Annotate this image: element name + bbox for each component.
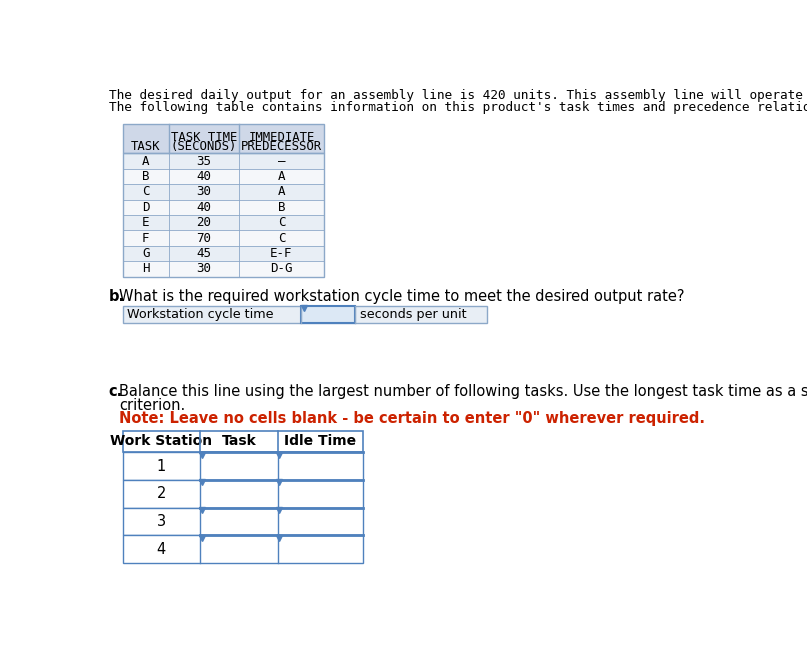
Text: D: D [142,201,149,214]
Text: D-G: D-G [270,263,293,276]
Text: The following table contains information on this product's task times and preced: The following table contains information… [109,101,807,114]
Bar [301,306,355,323]
Text: Workstation cycle time: Workstation cycle time [128,308,274,321]
Text: A: A [142,154,149,168]
Text: TASK: TASK [131,141,161,153]
Text: c.: c. [109,385,123,400]
Text: 40: 40 [196,201,211,214]
Text: Work Station: Work Station [111,434,212,448]
Bar [123,153,324,276]
Bar [123,231,324,246]
Bar [123,200,324,215]
Text: PREDECESSOR: PREDECESSOR [240,141,322,153]
Text: B: B [142,170,149,183]
Text: TASK TIME: TASK TIME [171,131,237,144]
Text: Note: Leave no cells blank - be certain to enter "0" wherever required.: Note: Leave no cells blank - be certain … [119,412,705,426]
Text: E-F: E-F [270,247,293,260]
Text: b.: b. [109,289,125,304]
Text: What is the required workstation cycle time to meet the desired output rate?: What is the required workstation cycle t… [119,289,685,304]
Bar [123,153,324,169]
Text: 40: 40 [196,170,211,183]
Bar [123,261,324,276]
Text: 35: 35 [196,154,211,168]
Text: Idle Time: Idle Time [284,434,356,448]
Text: criterion.: criterion. [119,398,186,412]
Bar [123,480,363,508]
Text: C: C [278,216,285,229]
Bar [123,215,324,231]
Bar [123,452,363,480]
Text: 30: 30 [196,186,211,198]
Text: 30: 30 [196,263,211,276]
Text: 20: 20 [196,216,211,229]
Text: The desired daily output for an assembly line is 420 units. This assembly line w: The desired daily output for an assembly… [109,89,807,102]
Bar [123,124,324,153]
Text: B: B [278,201,285,214]
Bar [123,124,324,153]
Text: F: F [142,231,149,245]
Text: 70: 70 [196,231,211,245]
Text: 45: 45 [196,247,211,260]
Text: C: C [142,186,149,198]
Text: IMMEDIATE: IMMEDIATE [249,131,315,144]
Text: 1: 1 [157,459,166,473]
Bar [123,184,324,200]
Text: (SECONDS): (SECONDS) [171,141,237,153]
Bar [123,169,324,184]
Text: G: G [142,247,149,260]
Text: 2: 2 [157,487,166,501]
Text: E: E [142,216,149,229]
Bar [123,246,324,261]
Text: A: A [278,186,285,198]
Text: C: C [278,231,285,245]
Bar [123,431,363,452]
Bar [123,536,363,563]
Bar [123,508,363,536]
Bar [123,306,487,323]
Text: 4: 4 [157,542,166,557]
Text: –: – [278,154,285,168]
Text: H: H [142,263,149,276]
Text: seconds per unit: seconds per unit [360,308,466,321]
Text: Task: Task [221,434,256,448]
Text: A: A [278,170,285,183]
Text: Balance this line using the largest number of following tasks. Use the longest t: Balance this line using the largest numb… [119,385,807,400]
Text: 3: 3 [157,514,166,529]
